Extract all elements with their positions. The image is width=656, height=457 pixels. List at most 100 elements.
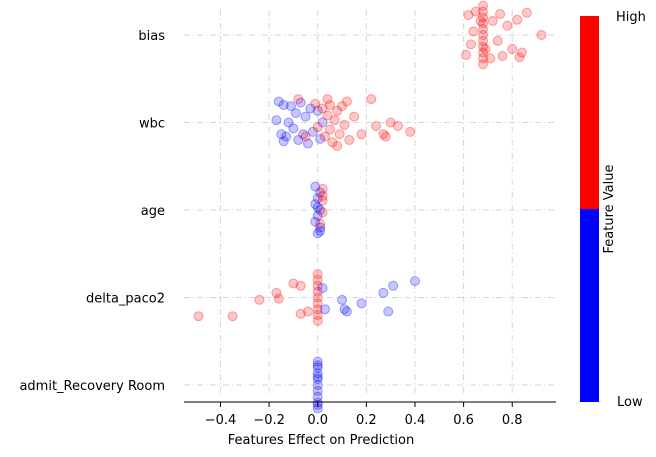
data-point [339,119,350,130]
data-point [383,306,394,317]
colorbar-high-segment [580,16,599,209]
data-point [317,190,328,201]
data-point [271,115,282,126]
grid [184,10,556,394]
data-point [366,94,377,105]
data-point [337,101,348,112]
data-point [332,140,343,151]
data-point [495,8,506,19]
data-point [512,14,523,25]
feature-label: bias [138,29,165,44]
data-point [312,292,323,303]
data-point [478,6,489,17]
data-point [281,131,292,142]
data-point [337,294,348,305]
data-point [312,286,323,297]
data-point [310,181,321,192]
data-point [478,41,489,52]
data-point [478,47,489,58]
data-point [312,310,323,321]
data-point [492,35,503,46]
data-point [388,280,399,291]
data-point [478,35,489,46]
x-axis: −0.4 −0.2 0.0 0.2 0.4 0.6 0.8 [184,401,556,428]
data-point [327,137,338,148]
data-point [312,280,323,291]
data-point [463,10,474,21]
data-point [278,136,289,147]
data-point [312,391,323,402]
data-point [193,311,204,322]
data-point [341,96,352,107]
data-point [312,193,323,204]
x-tick-label: −0.2 [253,413,285,428]
data-point [295,280,306,291]
data-point [536,30,547,40]
data-point [312,371,323,382]
data-point [521,7,532,18]
data-point [514,52,525,63]
data-point [315,133,326,144]
data-point [293,135,304,146]
x-tick-label: 0.0 [307,413,328,428]
data-point [295,97,306,108]
data-point [356,129,367,140]
data-point [312,315,323,326]
data-point [322,94,333,105]
data-point [312,380,323,390]
data-point [478,24,489,35]
data-point [288,278,299,289]
data-point [315,226,326,237]
data-point [312,105,323,116]
data-point [405,126,416,137]
data-point [409,276,420,287]
data-point [322,110,333,121]
data-point [300,111,311,122]
colorbar: High Low Feature Value [580,10,646,410]
data-point [385,117,396,128]
data-point [315,205,326,215]
feature-labels: bias wbc age delta_paco2 admit_Recovery Room [19,29,165,394]
data-point [356,298,367,309]
data-point [310,199,321,210]
data-point [227,311,238,322]
colorbar-low-label: Low [617,395,643,410]
data-point [312,385,323,396]
x-tick-label: 0.6 [453,413,474,428]
data-point [332,105,343,116]
colorbar-low-segment [580,209,599,402]
data-point [317,207,328,218]
data-point [312,298,323,309]
data-point [312,304,323,315]
data-point [303,138,313,149]
data-point [380,131,391,142]
x-tick-label: 0.4 [405,413,426,428]
data-point [315,222,326,233]
x-axis-label: Features Effect on Prediction [228,433,414,448]
data-point [516,47,527,58]
data-point [283,117,294,128]
data-point [487,15,498,26]
data-point [303,306,313,317]
data-point [341,306,352,317]
data-point [293,94,304,105]
data-point [312,274,323,285]
data-point [312,368,323,379]
feature-label: wbc [139,117,165,132]
data-point [320,304,331,315]
data-point [378,287,389,298]
colorbar-high-label: High [616,10,646,25]
data-point [285,101,296,112]
data-point [276,129,287,140]
data-point [300,131,311,142]
data-point [478,0,489,11]
x-tick-label: 0.8 [502,413,523,428]
data-point [478,12,489,23]
data-point [317,103,328,114]
data-point [475,15,486,26]
data-point [461,49,472,60]
data-point [315,187,326,198]
data-point [470,6,481,17]
data-point [478,53,489,64]
